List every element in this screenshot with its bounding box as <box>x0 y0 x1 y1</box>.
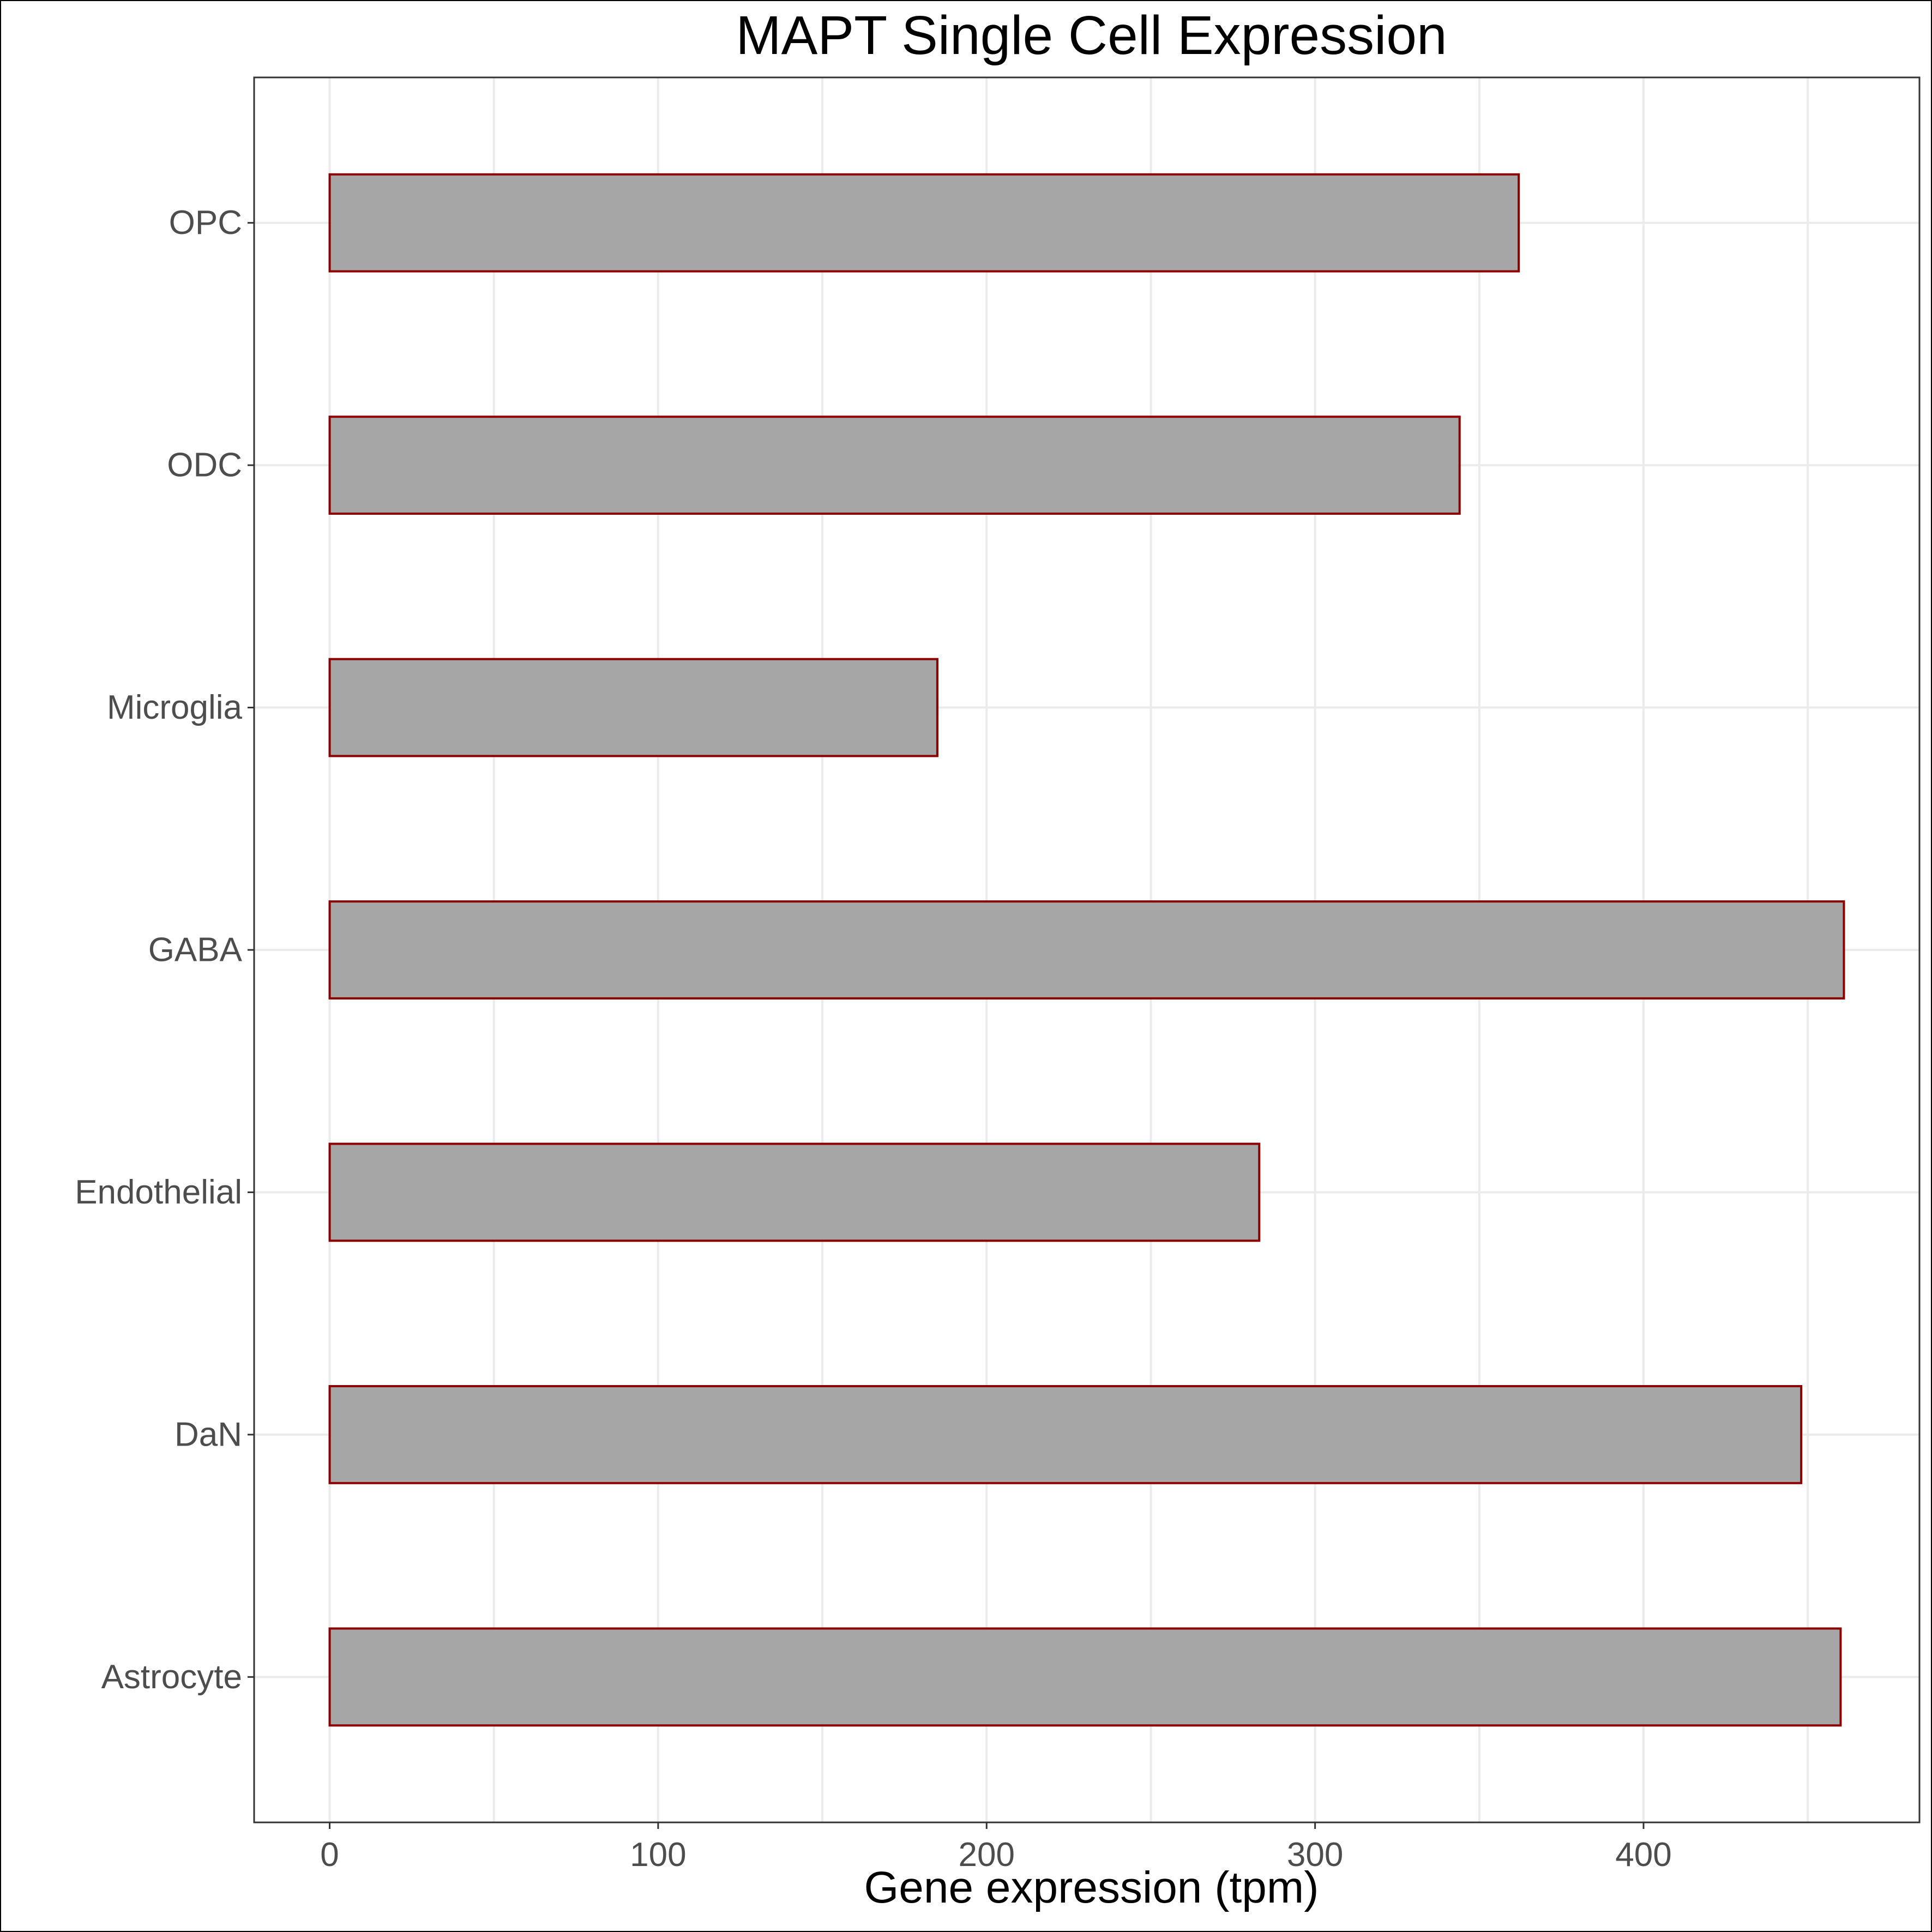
y-tick-label: Astrocyte <box>101 1658 242 1696</box>
x-tick-label: 200 <box>959 1836 1015 1874</box>
axis-ticks: OPC ODC Microglia GABA Endothelial DaN Astrocy… <box>75 204 1672 1874</box>
bar-gaba <box>328 900 1845 1000</box>
bar-dan <box>328 1385 1803 1484</box>
bar-opc <box>328 173 1520 273</box>
bars <box>328 173 1845 1727</box>
x-tick-label: 400 <box>1615 1836 1671 1874</box>
y-tick-label: Microglia <box>107 689 243 726</box>
x-tick-label: 300 <box>1287 1836 1343 1874</box>
y-tick-label: Endothelial <box>75 1173 242 1211</box>
x-tick-label: 0 <box>320 1836 339 1874</box>
bar-odc <box>328 416 1461 515</box>
y-tick-label: ODC <box>167 447 242 484</box>
y-tick-label: GABA <box>148 931 243 969</box>
y-tick-label: DaN <box>174 1416 242 1453</box>
y-tick-label: OPC <box>169 204 242 242</box>
x-axis-title: Gene expression (tpm) <box>864 1863 1319 1912</box>
bar-astrocyte <box>328 1627 1842 1727</box>
x-tick-label: 100 <box>630 1836 686 1874</box>
bar-microglia <box>328 658 938 757</box>
chart-title: MAPT Single Cell Expression <box>736 5 1447 66</box>
bar-endothelial <box>328 1142 1261 1242</box>
